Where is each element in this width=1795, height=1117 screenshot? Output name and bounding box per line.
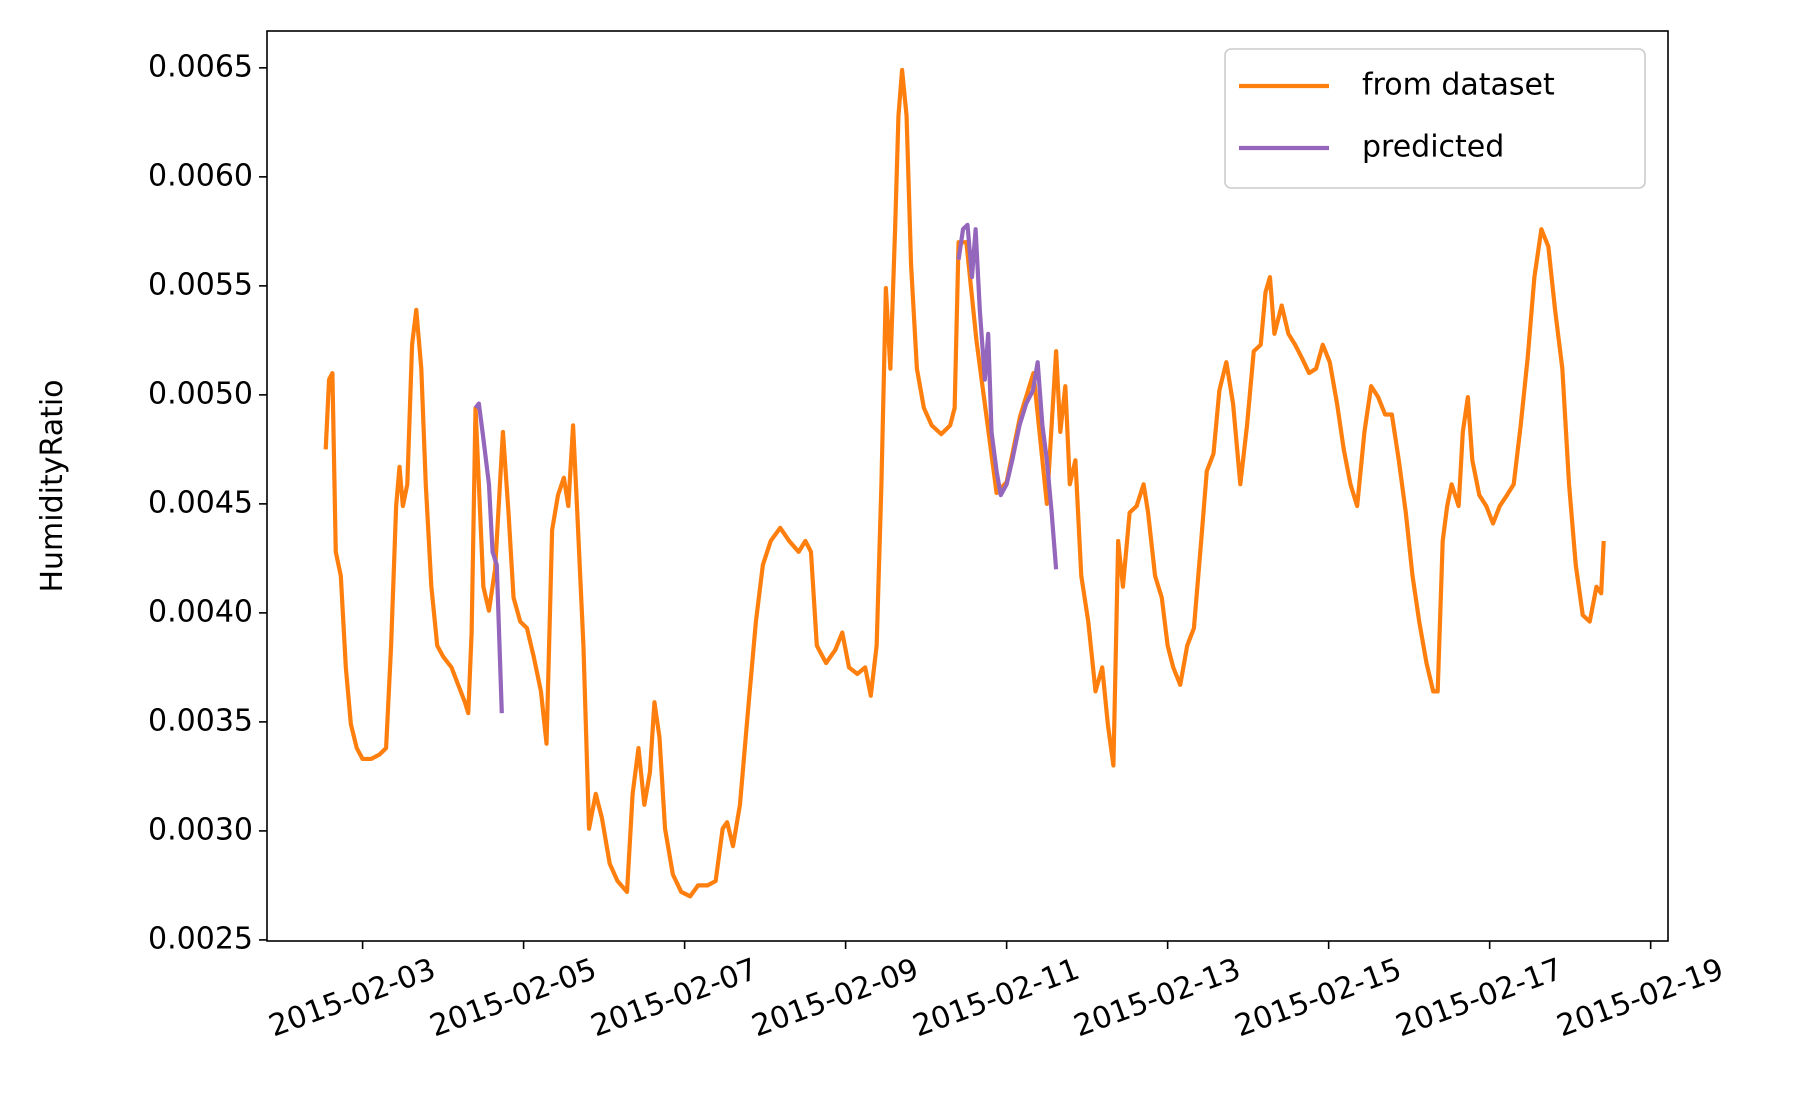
data-line — [323, 67, 1606, 899]
x-tick-label: 2015-02-19 — [1552, 952, 1728, 1045]
axes-frame — [266, 30, 1669, 942]
legend-box — [1224, 48, 1646, 189]
y-tick-label: 0.0045 — [148, 485, 253, 520]
plot-area — [323, 67, 1606, 899]
legend-label: from dataset — [1362, 68, 1555, 103]
y-tick-label: 0.0040 — [148, 594, 253, 629]
x-tick-label: 2015-02-13 — [1069, 952, 1245, 1045]
x-tick-label: 2015-02-17 — [1391, 952, 1567, 1045]
x-tick-label: 2015-02-05 — [425, 952, 601, 1045]
x-tick-label: 2015-02-07 — [586, 952, 762, 1045]
data-line — [473, 222, 1059, 714]
x-tick-label: 2015-02-09 — [747, 952, 923, 1045]
y-tick-label: 0.0065 — [148, 49, 253, 84]
y-axis-label: HumidityRatio — [35, 379, 70, 592]
y-tick-label: 0.0055 — [148, 267, 253, 302]
legend-label: predicted — [1362, 130, 1504, 165]
y-tick-label: 0.0030 — [148, 812, 253, 847]
y-tick-label: 0.0025 — [148, 921, 253, 956]
y-tick-label: 0.0050 — [148, 376, 253, 411]
y-tick-label: 0.0035 — [148, 703, 253, 738]
x-tick-label: 2015-02-11 — [908, 952, 1084, 1045]
y-tick-label: 0.0060 — [148, 158, 253, 193]
x-tick-label: 2015-02-03 — [264, 952, 440, 1045]
x-tick-label: 2015-02-15 — [1230, 952, 1406, 1045]
